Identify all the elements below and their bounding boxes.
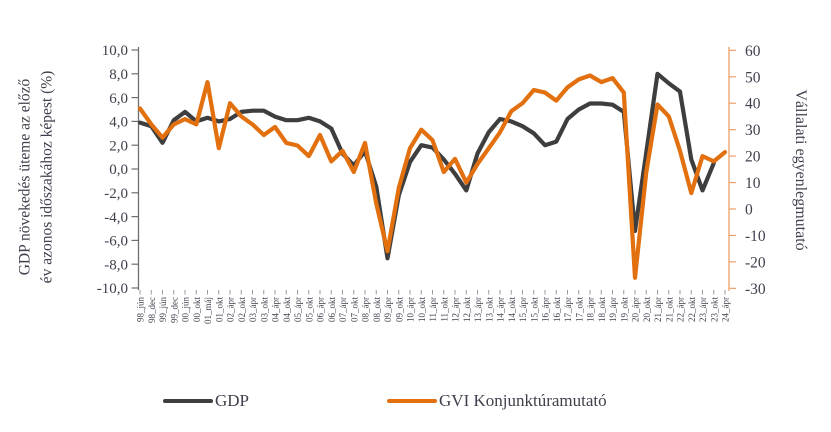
x-axis-tick-label: 09_ápr: [383, 297, 393, 322]
x-axis-tick-label: 21_okt: [664, 297, 674, 323]
left-axis-tick-label: 2,0: [109, 138, 128, 154]
left-axis-tick-label: 0,0: [109, 162, 128, 178]
right-axis-tick-label: 40: [745, 96, 761, 113]
x-axis-tick-label: 04_okt: [282, 297, 292, 323]
x-axis-tick-label: 10_ápr: [406, 297, 416, 322]
right-axis-tick-label: 10: [745, 175, 761, 192]
x-axis-tick-label: 15_ápr: [518, 297, 528, 322]
legend-label-gvi: GVI Konjunktúramutató: [439, 391, 607, 410]
right-axis-tick-label: -20: [745, 254, 766, 271]
x-axis-tick-label: 23_ápr: [698, 297, 708, 322]
x-axis-tick-label: 08_okt: [372, 297, 382, 323]
x-axis-tick-label: 11_ápr: [428, 297, 438, 322]
x-axis-tick-label: 22_okt: [687, 297, 697, 323]
x-axis-tick-label: 07_okt: [349, 297, 359, 323]
x-axis-tick-label: 19_okt: [619, 297, 629, 323]
x-axis-tick-label: 16_okt: [552, 297, 562, 323]
x-axis-tick-label: 10_okt: [417, 297, 427, 323]
right-axis-tick-label: -10: [745, 228, 766, 245]
x-axis-tick-label: 05_ápr: [293, 297, 303, 322]
x-axis-tick-label: 12_okt: [462, 297, 472, 323]
x-axis-tick-label: 08_ápr: [361, 297, 371, 322]
right-axis-tick-label: 20: [745, 149, 761, 166]
x-axis-tick-label: 01_máj: [203, 297, 213, 324]
gvi-line-swatch: [387, 398, 438, 404]
x-axis-tick-label: 16_ápr: [541, 297, 551, 322]
x-axis-tick-label: 99_dec: [169, 297, 179, 323]
x-axis-tick-label: 03_okt: [259, 297, 269, 323]
x-axis-tick-label: 98_dec: [147, 297, 157, 323]
x-axis-tick-label: 04_ápr: [271, 297, 281, 322]
gdp-line: [137, 71, 716, 261]
x-axis-tick-label: 14_okt: [507, 297, 517, 323]
gdp-line-swatch: [163, 398, 213, 404]
x-axis-tick-label: 13_okt: [484, 297, 494, 323]
left-axis-tick-label: -2,0: [104, 186, 128, 202]
left-axis-tick-label: 4,0: [109, 115, 128, 131]
gvi-line: [137, 73, 728, 280]
right-axis-tick-label: 60: [745, 43, 761, 60]
right-axis-tick-label: 0: [745, 202, 753, 219]
x-axis-tick-label: 18_okt: [597, 297, 607, 323]
left-axis-tick-label: -6,0: [104, 234, 128, 250]
x-axis-tick-label: 06_ápr: [316, 297, 326, 322]
x-axis-tick-label: 23_okt: [709, 297, 719, 323]
x-axis-tick-label: 22_ápr: [676, 297, 686, 322]
x-axis-tick-label: 07_ápr: [338, 297, 348, 322]
x-axis-tick-label: 20_okt: [642, 297, 652, 323]
x-axis-tick-label: 01_okt: [214, 297, 224, 323]
x-axis-tick-label: 05_okt: [304, 297, 314, 323]
left-axis-tick-label: -10,0: [97, 281, 128, 297]
x-axis-tick-label: 13_ápr: [473, 297, 483, 322]
x-axis-tick-label: 21_ápr: [653, 297, 663, 322]
x-axis-tick-label: 99_jún: [158, 297, 168, 323]
x-axis-tick-label: 11_okt: [439, 297, 449, 322]
left-axis-tick-label: 8,0: [109, 67, 128, 83]
x-axis-tick-label: 02_okt: [237, 297, 247, 323]
chart-legend: GDP GVI Konjunktúramutató: [163, 391, 607, 411]
x-axis-tick-label: 03_ápr: [248, 297, 258, 322]
right-axis-tick-label: 30: [745, 122, 761, 139]
x-axis-tick-label: 02_ápr: [226, 297, 236, 322]
x-axis-tick-label: 24_ápr: [721, 297, 731, 322]
x-axis-tick-label: 18_ápr: [586, 297, 596, 322]
x-axis-tick-label: 15_okt: [529, 297, 539, 323]
legend-label-gdp: GDP: [215, 391, 250, 410]
right-axis-tick-label: -30: [745, 281, 766, 298]
x-axis-tick-label: 17_okt: [574, 297, 584, 323]
legend-item-gvi: GVI Konjunktúramutató: [387, 391, 607, 411]
right-axis-tick-label: 50: [745, 69, 761, 86]
right-axis-title: Vállalati egyenlegmutató: [792, 89, 809, 251]
left-axis-tick-label: 6,0: [109, 91, 128, 107]
x-axis-tick-label: 14_ápr: [496, 297, 506, 322]
x-axis-tick-label: 00_jún: [181, 297, 191, 323]
x-axis-tick-label: 17_ápr: [563, 297, 573, 322]
x-axis-tick-label: 12_ápr: [451, 297, 461, 322]
left-axis-tick-label: -4,0: [104, 210, 128, 226]
x-axis-tick-label: 09_okt: [394, 297, 404, 323]
legend-item-gdp: GDP: [163, 391, 249, 411]
left-axis-tick-label: -8,0: [104, 257, 128, 273]
x-axis-tick-label: 06_okt: [327, 297, 337, 323]
x-axis-tick-label: 20_ápr: [631, 297, 641, 322]
x-axis-tick-label: 00_okt: [192, 297, 202, 323]
left-axis-tick-label: 10,0: [102, 43, 128, 59]
x-axis-tick-label: 19_ápr: [608, 297, 618, 322]
x-axis-tick-label: 98_jún: [136, 297, 146, 323]
